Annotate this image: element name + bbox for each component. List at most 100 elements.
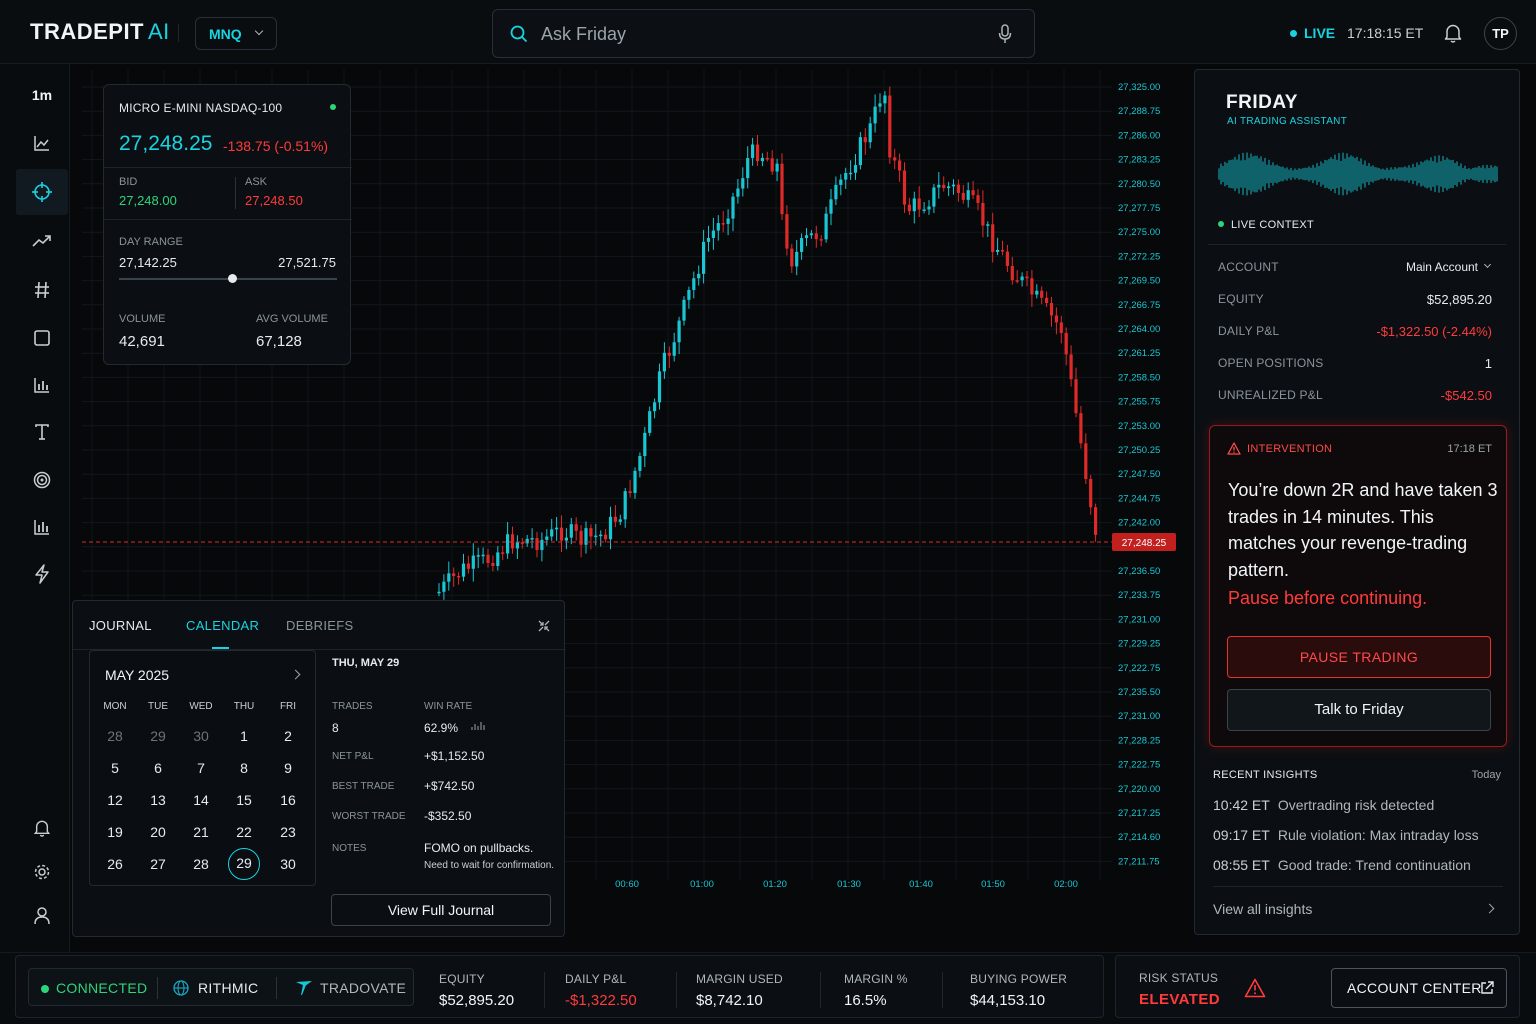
ask-friday-search[interactable]: Ask Friday <box>492 9 1035 58</box>
crosshair-tool[interactable] <box>16 169 68 215</box>
tab-debriefs[interactable]: DEBRIEFS <box>286 618 354 633</box>
calendar-day[interactable]: 23 <box>280 824 296 840</box>
calendar-day[interactable]: 21 <box>193 824 209 840</box>
voice-waveform <box>1218 152 1498 196</box>
calendar-day[interactable]: 16 <box>280 792 296 808</box>
calendar-day[interactable]: 6 <box>154 760 162 776</box>
metric-value: 16.5% <box>844 992 887 1009</box>
account-center-label: ACCOUNT CENTER <box>1347 980 1482 996</box>
price-chart[interactable]: 27,325.00 27,288.75 27,286.00 27,283.25 27,2… <box>82 70 1182 900</box>
timeframe-button[interactable]: 1m <box>16 72 68 118</box>
rectangle-icon <box>34 330 50 346</box>
calendar-day[interactable]: 7 <box>197 760 205 776</box>
day-range-low: 27,142.25 <box>119 255 177 270</box>
warning-icon <box>1227 442 1241 455</box>
y-tick-label: 27,258.50 <box>1118 372 1160 383</box>
candle-body <box>555 527 559 530</box>
calendar-day[interactable]: 8 <box>240 760 248 776</box>
calendar-day[interactable]: 22 <box>236 824 252 840</box>
symbol-select[interactable]: MNQ <box>195 17 277 50</box>
calendar-day[interactable]: 5 <box>111 760 119 776</box>
calendar-day[interactable]: 14 <box>193 792 209 808</box>
calendar-day[interactable]: 30 <box>193 728 209 744</box>
y-tick-label: 27,264.00 <box>1118 324 1160 335</box>
hash-tool[interactable] <box>16 267 68 313</box>
line-chart-tool[interactable] <box>16 120 68 166</box>
talk-to-friday-button[interactable]: Talk to Friday <box>1227 689 1491 731</box>
chevron-right-icon[interactable] <box>1484 903 1495 914</box>
y-tick-label: 27,288.75 <box>1118 106 1160 117</box>
profile-button[interactable] <box>16 893 68 939</box>
calendar-day[interactable]: 2 <box>284 728 292 744</box>
calendar-day[interactable]: 27 <box>150 856 166 872</box>
chevron-right-icon[interactable] <box>290 669 301 680</box>
calendar-day[interactable]: 9 <box>284 760 292 776</box>
candlestick-chart[interactable]: 27,325.00 27,288.75 27,286.00 27,283.25 27,2… <box>82 70 1182 900</box>
notifications-button[interactable] <box>16 805 68 851</box>
view-full-journal-button[interactable]: View Full Journal <box>331 894 551 926</box>
candle-body <box>927 206 931 210</box>
line-chart-icon <box>34 136 49 151</box>
calendar-day[interactable]: 29 <box>150 728 166 744</box>
settings-button[interactable] <box>16 849 68 895</box>
user-icon <box>34 907 50 925</box>
metric-label: MARGIN USED <box>696 972 783 986</box>
y-tick-label: 27,255.75 <box>1118 397 1160 408</box>
bell-icon <box>34 820 50 837</box>
calendar-day[interactable]: 1 <box>240 728 248 744</box>
context-value: 1 <box>1484 356 1492 371</box>
y-tick-label: 27,233.75 <box>1118 590 1160 601</box>
calendar-day[interactable]: 26 <box>107 856 123 872</box>
calendar-day[interactable]: 28 <box>193 856 209 872</box>
candle-body <box>795 251 799 267</box>
user-avatar[interactable]: TP <box>1484 17 1517 50</box>
rectangle-tool[interactable] <box>16 315 68 361</box>
calendar-day[interactable]: 20 <box>150 824 166 840</box>
calendar-day[interactable]: 19 <box>107 824 123 840</box>
broker-rithmic[interactable]: RITHMIC <box>198 980 259 996</box>
candle-body <box>559 527 564 541</box>
candle-body <box>442 581 446 592</box>
insight-item[interactable]: 09:17 ET Rule violation: Max intraday los… <box>1213 827 1479 843</box>
calendar-day[interactable]: 13 <box>150 792 166 808</box>
context-key: UNREALIZED P&L <box>1218 388 1323 402</box>
calendar-day[interactable]: 15 <box>236 792 252 808</box>
microphone-icon[interactable] <box>998 24 1012 44</box>
search-placeholder: Ask Friday <box>541 24 627 44</box>
candle-body <box>515 542 519 549</box>
text-tool[interactable] <box>16 409 68 455</box>
candle-body <box>829 199 833 214</box>
insight-item[interactable]: 08:55 ET Good trade: Trend continuation <box>1213 857 1471 873</box>
tab-journal[interactable]: JOURNAL <box>89 618 152 633</box>
target-icon <box>33 471 51 489</box>
candle-body <box>991 224 995 252</box>
view-all-insights-link[interactable]: View all insights <box>1213 901 1313 917</box>
insight-item[interactable]: 10:42 ET Overtrading risk detected <box>1213 797 1434 813</box>
pause-trading-button[interactable]: PAUSE TRADING <box>1227 636 1491 678</box>
candle-body <box>849 172 853 175</box>
indicators-tool[interactable] <box>16 504 68 550</box>
calendar-day[interactable]: 28 <box>107 728 123 744</box>
broker-tradovate[interactable]: TRADOVATE <box>320 980 407 996</box>
app-logo[interactable]: TRADEPIT AI <box>30 19 170 45</box>
candle-body <box>623 491 627 520</box>
context-list: ACCOUNT Main Account EQUITY $52,895.20 D… <box>1208 244 1506 410</box>
context-key: EQUITY <box>1218 292 1264 306</box>
account-center-button[interactable]: ACCOUNT CENTER <box>1331 968 1507 1008</box>
candle-body <box>1020 276 1024 281</box>
candle-body <box>594 535 598 538</box>
calendar-day[interactable]: 12 <box>107 792 123 808</box>
tab-calendar[interactable]: CALENDAR <box>186 618 260 633</box>
calendar-day[interactable]: 29 <box>228 848 260 880</box>
collapse-icon[interactable] <box>538 620 550 632</box>
bell-icon[interactable] <box>1444 23 1462 43</box>
avg-volume-label: AVG VOLUME <box>256 313 328 325</box>
calendar-weekday: WED <box>189 701 213 712</box>
crosshair-icon <box>32 182 52 202</box>
bar-chart-tool[interactable] <box>16 362 68 408</box>
alerts-tool[interactable] <box>16 551 68 597</box>
calendar-day[interactable]: 30 <box>280 856 296 872</box>
target-tool[interactable] <box>16 457 68 503</box>
trend-tool[interactable] <box>16 218 68 264</box>
y-tick-label: 27,261.25 <box>1118 348 1160 359</box>
